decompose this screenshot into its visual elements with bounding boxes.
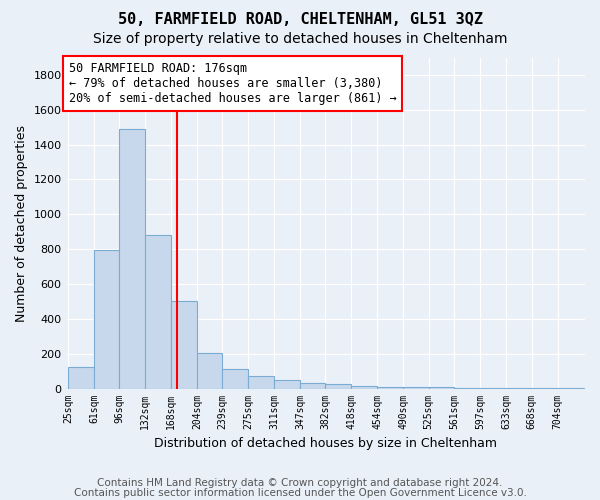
Bar	[197, 353, 222, 388]
Text: 50 FARMFIELD ROAD: 176sqm
← 79% of detached houses are smaller (3,380)
20% of se: 50 FARMFIELD ROAD: 176sqm ← 79% of detac…	[69, 62, 397, 105]
Bar	[352, 386, 377, 388]
Bar	[325, 384, 352, 388]
Y-axis label: Number of detached properties: Number of detached properties	[15, 124, 28, 322]
Bar	[222, 370, 248, 388]
Bar	[300, 384, 325, 388]
Text: Contains public sector information licensed under the Open Government Licence v3: Contains public sector information licen…	[74, 488, 526, 498]
Bar	[377, 387, 403, 388]
Bar	[274, 380, 300, 388]
Bar	[119, 129, 145, 388]
Bar	[403, 387, 428, 388]
Text: 50, FARMFIELD ROAD, CHELTENHAM, GL51 3QZ: 50, FARMFIELD ROAD, CHELTENHAM, GL51 3QZ	[118, 12, 482, 28]
Bar	[145, 235, 171, 388]
Bar	[171, 302, 197, 388]
Text: Size of property relative to detached houses in Cheltenham: Size of property relative to detached ho…	[93, 32, 507, 46]
Text: Contains HM Land Registry data © Crown copyright and database right 2024.: Contains HM Land Registry data © Crown c…	[97, 478, 503, 488]
Bar	[94, 250, 119, 388]
Bar	[68, 367, 94, 388]
Bar	[428, 387, 454, 388]
X-axis label: Distribution of detached houses by size in Cheltenham: Distribution of detached houses by size …	[154, 437, 497, 450]
Bar	[248, 376, 274, 388]
